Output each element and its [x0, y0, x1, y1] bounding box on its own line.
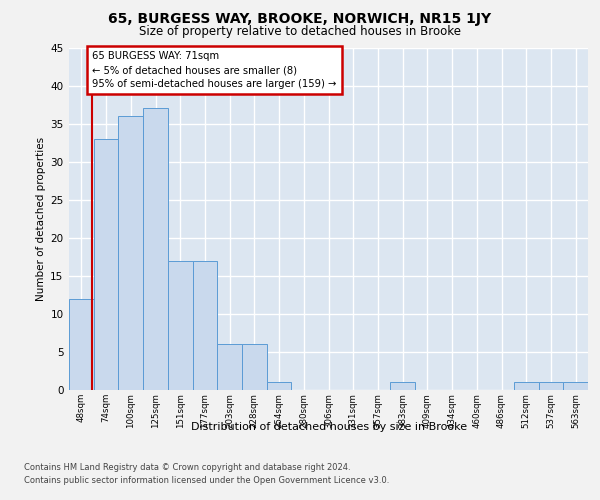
Bar [563, 382, 588, 390]
Text: Size of property relative to detached houses in Brooke: Size of property relative to detached ho… [139, 25, 461, 38]
Bar [390, 382, 415, 390]
Bar [242, 344, 267, 390]
Bar [193, 260, 217, 390]
Bar [143, 108, 168, 390]
Y-axis label: Number of detached properties: Number of detached properties [36, 136, 46, 301]
Text: 65 BURGESS WAY: 71sqm
← 5% of detached houses are smaller (8)
95% of semi-detach: 65 BURGESS WAY: 71sqm ← 5% of detached h… [92, 52, 337, 90]
Bar [267, 382, 292, 390]
Bar [118, 116, 143, 390]
Bar [94, 139, 118, 390]
Text: Contains HM Land Registry data © Crown copyright and database right 2024.: Contains HM Land Registry data © Crown c… [24, 462, 350, 471]
Bar [514, 382, 539, 390]
Bar [69, 298, 94, 390]
Bar [539, 382, 563, 390]
Bar [168, 260, 193, 390]
Bar [217, 344, 242, 390]
Text: 65, BURGESS WAY, BROOKE, NORWICH, NR15 1JY: 65, BURGESS WAY, BROOKE, NORWICH, NR15 1… [109, 12, 491, 26]
Text: Distribution of detached houses by size in Brooke: Distribution of detached houses by size … [191, 422, 467, 432]
Text: Contains public sector information licensed under the Open Government Licence v3: Contains public sector information licen… [24, 476, 389, 485]
